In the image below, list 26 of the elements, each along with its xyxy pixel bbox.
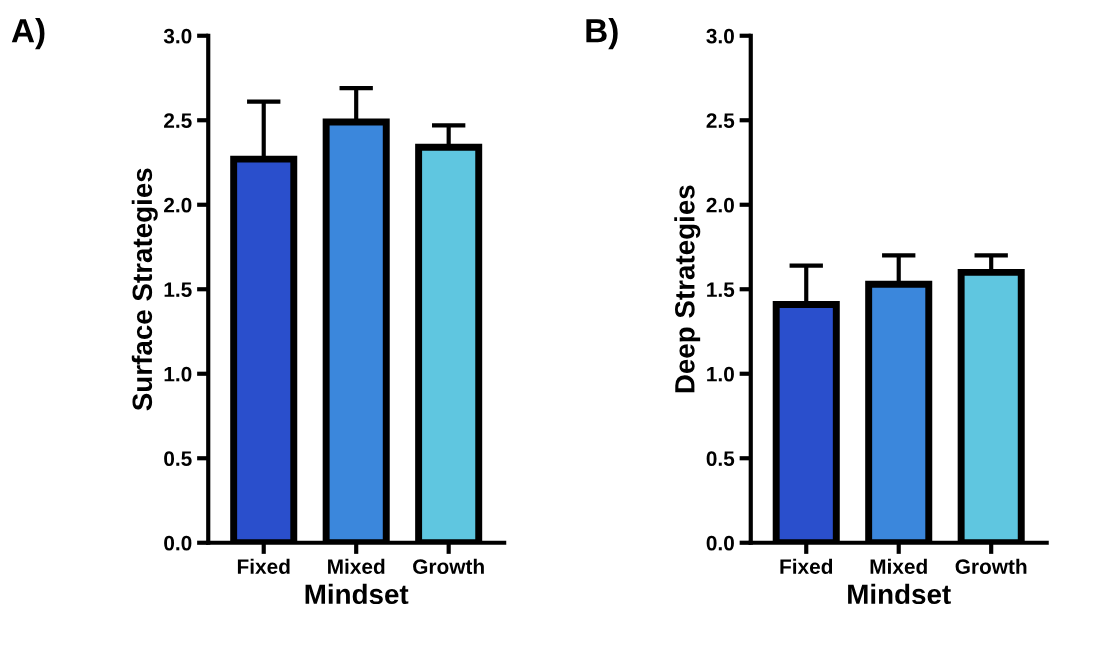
y-tick-label: 1.0 (164, 366, 192, 382)
y-tick-label: 3.0 (163, 28, 192, 44)
y-tick-label: 2.5 (164, 113, 192, 128)
x-axis-title: Mindset (305, 583, 409, 605)
y-axis-title: Surface Strategies (131, 168, 158, 411)
y-tick-label: 2.0 (706, 197, 734, 213)
x-tick-label: Growth (955, 558, 1027, 575)
y-tick-label: 2.0 (164, 197, 192, 213)
y-tick-label: 0.5 (706, 451, 735, 466)
text: B) (586, 18, 618, 50)
x-tick-label: Fixed (780, 558, 833, 575)
y-tick-label: 0.0 (164, 535, 192, 551)
x-tick-label: Mixed (870, 558, 927, 575)
x-axis-title: Mindset (848, 583, 951, 605)
x-tick-label: Growth (413, 558, 484, 575)
text: A) (11, 18, 45, 50)
x-tick-label: Fixed (237, 558, 290, 575)
y-tick-label: 0.5 (164, 451, 192, 466)
x-tick-label: Mixed (328, 558, 385, 575)
y-tick-label: 3.0 (706, 28, 734, 44)
y-tick-label: 1.5 (164, 282, 192, 297)
y-tick-label: 1.0 (707, 366, 734, 382)
y-tick-label: 0.0 (706, 535, 734, 551)
y-axis-title: Deep Strategies (674, 185, 701, 393)
y-tick-label: 1.5 (707, 282, 735, 297)
y-tick-label: 2.5 (706, 113, 735, 128)
